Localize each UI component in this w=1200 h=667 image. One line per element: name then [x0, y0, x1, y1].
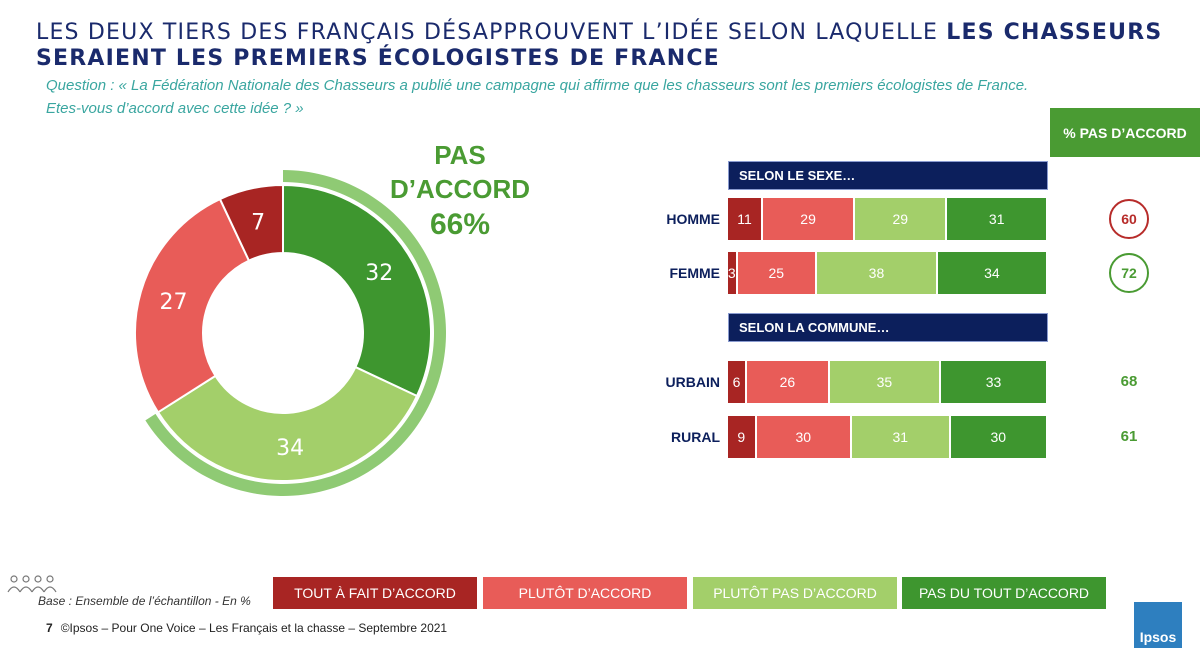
bar-segment: 31: [852, 416, 951, 458]
pas-accord-value: 68: [1120, 373, 1138, 390]
bar-segment: 33: [941, 361, 1046, 403]
ipsos-logo: Ipsos: [1134, 602, 1182, 648]
question-line-2: Etes-vous d’accord avec cette idée ? »: [46, 100, 304, 117]
people-icon: [7, 575, 57, 593]
section-header-sexe: SELON LE SEXE…: [728, 161, 1048, 190]
bar-segment: 30: [756, 416, 852, 458]
bar-segment: 29: [855, 198, 948, 240]
legend-item: TOUT À FAIT D’ACCORD: [273, 577, 477, 609]
pas-accord-value: 72: [1109, 253, 1149, 293]
stacked-bar: 11 29 29 31: [728, 198, 1046, 240]
pas-accord-label-line-1: PAS: [434, 140, 486, 170]
stacked-bar: 3 25 38 34: [728, 252, 1046, 294]
row-label: FEMME: [669, 265, 720, 281]
footer-text: ©Ipsos – Pour One Voice – Les Français e…: [60, 621, 448, 635]
donut-value-label: 32: [365, 261, 393, 286]
page-number: 7: [46, 621, 53, 635]
footer: 7 ©Ipsos – Pour One Voice – Les Français …: [46, 621, 447, 635]
page-title: LES DEUX TIERS DES FRANÇAIS DÉSAPPROUVEN…: [36, 20, 1176, 72]
stacked-bar: 6 26 35 33: [728, 361, 1046, 403]
title-part-2: LES CHASSEURS SERAIENT LES PREMIERS ÉCOL…: [36, 20, 1163, 71]
bar-segment: 35: [829, 361, 942, 403]
bar-segment: 11: [728, 198, 763, 240]
donut-value-label: 7: [251, 211, 265, 236]
pas-accord-value: 60: [1109, 199, 1149, 239]
pas-accord-value: 61: [1120, 428, 1138, 445]
row-label: HOMME: [666, 211, 720, 227]
title-part-1: LES DEUX TIERS DES FRANÇAIS DÉSAPPROUVEN…: [36, 20, 947, 45]
bar-segment: 26: [747, 361, 830, 403]
legend-item: PAS DU TOUT D’ACCORD: [902, 577, 1106, 609]
pct-pas-accord-header: % PAS D’ACCORD: [1050, 108, 1200, 157]
bar-segment: 30: [950, 416, 1046, 458]
donut-slice-3: [156, 365, 419, 482]
bar-segment: 6: [728, 361, 748, 403]
donut-slice-1: [218, 183, 284, 262]
legend-item: PLUTÔT PAS D’ACCORD: [693, 577, 897, 609]
row-label: URBAIN: [665, 374, 720, 390]
bar-segment: 31: [947, 198, 1046, 240]
pas-accord-total: 66%: [429, 208, 491, 241]
bar-segment: 25: [737, 252, 818, 294]
pas-accord-label: PAS D’ACCORD: [380, 138, 540, 206]
bar-segment: 38: [817, 252, 938, 294]
question-text: Question : « La Fédération Nationale des…: [46, 74, 1146, 120]
donut-slice-2: [134, 197, 251, 414]
stacked-bar: 9 30 31 30: [728, 416, 1046, 458]
bar-segment: 34: [937, 252, 1046, 294]
section-header-commune: SELON LA COMMUNE…: [728, 313, 1048, 342]
legend-item: PLUTÔT D’ACCORD: [483, 577, 687, 609]
pas-accord-label-line-2: D’ACCORD: [389, 174, 531, 204]
donut-value-label: 34: [276, 436, 304, 461]
bar-segment: 3: [728, 252, 738, 294]
bar-segment: 9: [728, 416, 757, 458]
row-label: RURAL: [671, 429, 720, 445]
donut-slice-4: [282, 183, 432, 398]
base-note: Base : Ensemble de l’échantillon - En %: [38, 594, 251, 608]
bar-segment: 29: [762, 198, 856, 240]
question-line-1: Question : « La Fédération Nationale des…: [46, 77, 1029, 94]
donut-value-label: 27: [160, 290, 188, 315]
